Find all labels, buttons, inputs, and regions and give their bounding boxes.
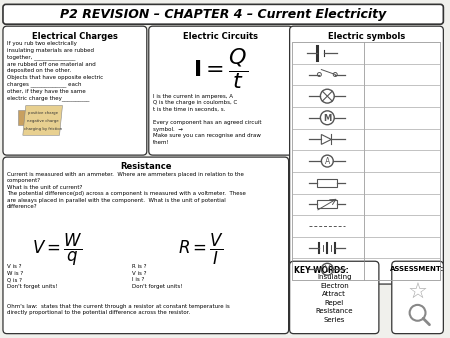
FancyBboxPatch shape xyxy=(149,26,292,155)
Text: Insulating
Electron
Attract
Repel
Resistance
Series: Insulating Electron Attract Repel Resist… xyxy=(315,274,353,323)
Text: $V = \dfrac{W}{q}$: $V = \dfrac{W}{q}$ xyxy=(32,232,83,268)
FancyBboxPatch shape xyxy=(290,261,379,334)
Text: V is ?
W is ?
Q is ?
Don't forget units!: V is ? W is ? Q is ? Don't forget units! xyxy=(7,264,58,289)
Text: P2 REVISION – CHAPTER 4 – Current Electricity: P2 REVISION – CHAPTER 4 – Current Electr… xyxy=(60,8,386,21)
FancyBboxPatch shape xyxy=(392,261,443,334)
Text: ASSESSMENT:: ASSESSMENT: xyxy=(391,266,445,272)
Text: V: V xyxy=(325,265,330,274)
Text: $R = \dfrac{V}{I}$: $R = \dfrac{V}{I}$ xyxy=(178,232,225,267)
Text: M: M xyxy=(323,114,332,123)
Bar xyxy=(317,200,337,208)
Text: charging by friction: charging by friction xyxy=(23,127,62,131)
Text: KEY WORDS:: KEY WORDS: xyxy=(293,266,348,275)
Text: negative charge: negative charge xyxy=(27,119,58,123)
Polygon shape xyxy=(23,105,63,135)
Text: Electrical Charges: Electrical Charges xyxy=(32,32,118,41)
FancyBboxPatch shape xyxy=(3,157,288,334)
Text: positive charge: positive charge xyxy=(27,112,58,116)
Polygon shape xyxy=(18,111,30,125)
Text: Resistance: Resistance xyxy=(120,162,171,171)
FancyBboxPatch shape xyxy=(290,26,443,284)
Text: Electric Circuits: Electric Circuits xyxy=(183,32,258,41)
Text: I is the current in amperes, A
Q is the charge in coulombs, C
t is the time in s: I is the current in amperes, A Q is the … xyxy=(153,94,261,145)
Text: Electric symbols: Electric symbols xyxy=(328,32,405,41)
FancyBboxPatch shape xyxy=(3,4,443,24)
Text: Current is measured with an ammeter.  Where are ammeters placed in relation to t: Current is measured with an ammeter. Whe… xyxy=(7,172,246,209)
Text: Ohm's law:  states that the current through a resistor at constant temperature i: Ohm's law: states that the current throu… xyxy=(7,304,230,315)
Bar xyxy=(317,179,337,187)
Text: A: A xyxy=(325,157,330,166)
Text: R is ?
V is ?
I is ?
Don't forget units!: R is ? V is ? I is ? Don't forget units! xyxy=(132,264,182,289)
FancyBboxPatch shape xyxy=(3,26,147,155)
Text: If you rub two electrically
insulating materials are rubbed
together, __________: If you rub two electrically insulating m… xyxy=(7,41,103,101)
Text: ☆: ☆ xyxy=(408,283,427,303)
Bar xyxy=(292,42,441,280)
Text: $\mathbf{I} = \dfrac{Q}{t}$: $\mathbf{I} = \dfrac{Q}{t}$ xyxy=(193,46,248,91)
